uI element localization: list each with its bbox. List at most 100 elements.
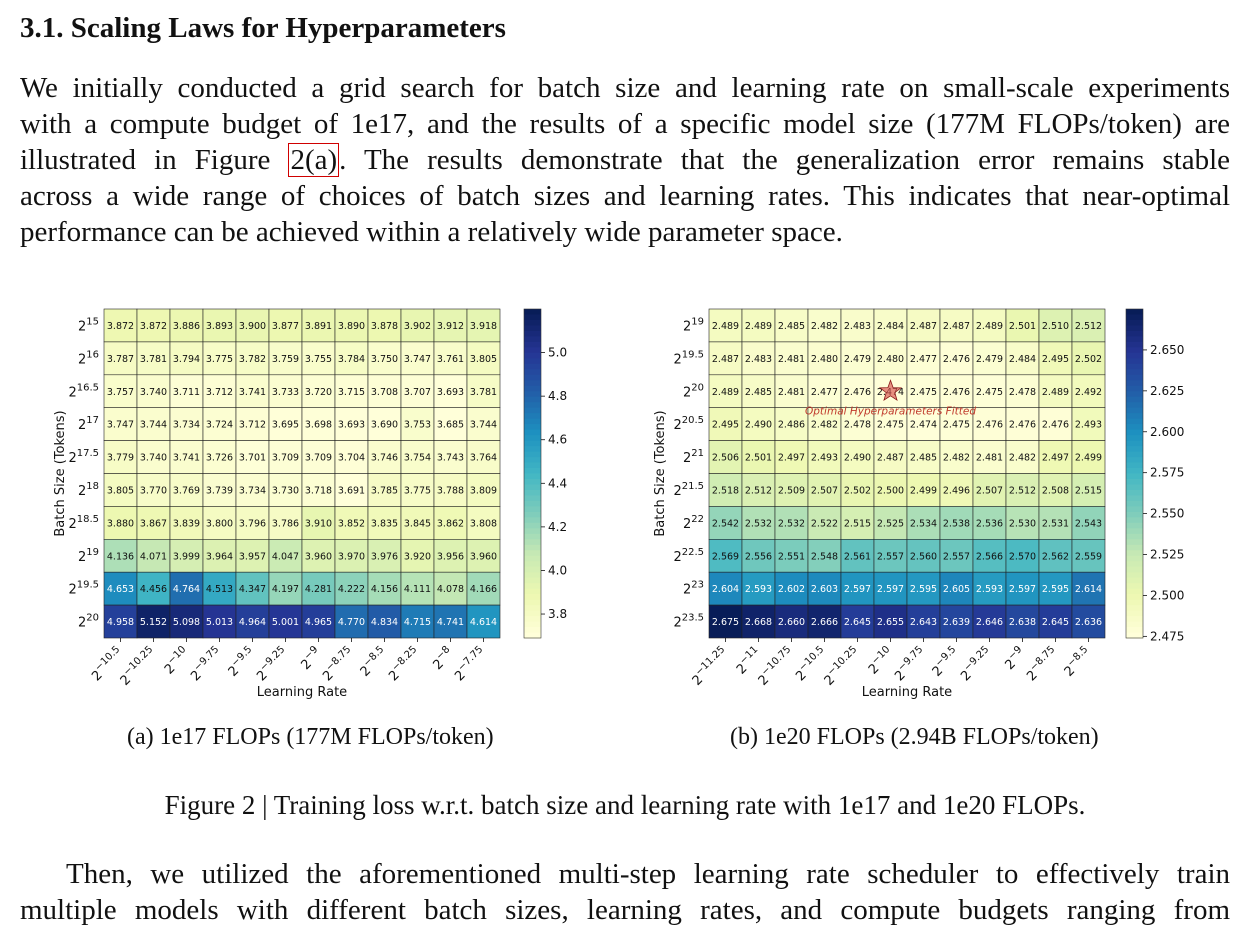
colorbar-segment [524,358,541,365]
colorbar-segment [524,413,541,420]
colorbar-tick-label: 2.650 [1150,343,1184,357]
cell-value: 3.744 [470,420,497,431]
colorbar-segment [524,374,541,381]
colorbar-segment [524,583,541,590]
cell-value: 3.757 [107,387,134,398]
colorbar-segment [524,599,541,606]
heatmap-cell [301,604,336,639]
heatmap-cell [169,374,204,409]
colorbar-segment [524,402,541,409]
cell-value: 4.834 [371,617,398,628]
cell-value: 2.475 [877,420,904,431]
heatmap-cell [708,374,743,409]
cell-value: 2.512 [745,485,772,496]
heatmap-cell [1005,571,1040,606]
heatmap-cell [103,539,138,573]
colorbar-segment [1126,407,1143,414]
cell-value: 2.593 [745,584,772,595]
colorbar-segment [1126,605,1143,612]
heatmap-cell [202,604,237,639]
heatmap-cell [400,539,435,573]
colorbar-segment [1126,374,1143,381]
cell-value: 2.509 [778,485,805,496]
cell-value: 3.872 [140,321,167,332]
heatmap-cell [433,571,468,606]
cell-value: 3.912 [437,321,464,332]
cell-value: 3.741 [173,453,200,464]
y-tick-label: 220 [683,382,704,400]
cell-value: 2.501 [1009,321,1036,332]
cell-value: 2.502 [1075,354,1102,365]
cell-value: 2.515 [1075,485,1102,496]
cell-value: 3.808 [470,518,497,529]
colorbar-segment [1126,336,1143,343]
colorbar-segment [524,380,541,387]
colorbar-segment [524,468,541,475]
colorbar-segment [524,440,541,447]
cell-value: 3.698 [305,420,332,431]
x-tick-label: 2−8.75 [1022,644,1062,684]
cell-value: 3.782 [239,354,266,365]
heatmap-cell [136,506,171,540]
cell-value: 4.078 [437,584,464,595]
y-tick-label: 216.5 [68,382,99,400]
heatmap-cell [873,341,908,376]
cell-value: 3.747 [404,354,431,365]
cell-value: 4.741 [437,617,464,628]
cell-value: 2.481 [778,387,805,398]
cell-value: 3.839 [173,518,200,529]
heatmap-cell [268,308,303,343]
heatmap-cell [433,604,468,639]
colorbar-segment [1126,347,1143,354]
heatmap-cell [466,374,501,409]
colorbar-segment [1126,500,1143,507]
heatmap-cell [807,571,842,606]
cell-value: 2.530 [1009,518,1036,529]
cell-value: 3.739 [206,485,233,496]
colorbar-segment [1126,429,1143,436]
cell-value: 2.475 [943,420,970,431]
subcaption-a: (a) 1e17 FLOPs (177M FLOPs/token) [127,724,494,750]
cell-value: 3.902 [404,321,431,332]
colorbar-segment [524,616,541,623]
colorbar-segment [524,478,541,486]
heatmap-cell [367,341,402,376]
cell-value: 3.890 [338,321,365,332]
heatmap-cell [235,440,270,474]
heatmap-cell [334,440,369,474]
colorbar-segment [524,610,541,617]
cell-value: 2.487 [712,354,739,365]
cell-value: 2.480 [877,354,904,365]
colorbar-segment [1126,358,1143,365]
colorbar-segment [524,407,541,414]
colorbar-segment [1126,555,1143,562]
heatmap-cell [807,506,842,540]
heatmap-cell [301,571,336,606]
colorbar-segment [1126,446,1143,453]
x-tick-label: 2−9 [1000,644,1029,673]
figure-2a-link[interactable]: 2(a) [288,143,340,177]
intro-line: performance can be achieved within a rel… [20,216,843,248]
heatmap-cell [202,506,237,540]
cell-value: 5.013 [206,617,233,628]
cell-value: 3.781 [470,387,497,398]
heatmap-cell [906,473,941,507]
colorbar-segment [524,539,541,546]
colorbar-tick-label: 4.2 [548,520,567,534]
heatmap-cell [939,604,974,639]
colorbar-segment [524,446,541,453]
heatmap-cell [367,571,402,606]
heatmap-cell [334,341,369,376]
cell-value: 3.709 [272,453,299,464]
colorbar-segment [1126,610,1143,617]
heatmap-cell [334,308,369,343]
cell-value: 3.787 [107,354,134,365]
colorbar-segment [1126,369,1143,376]
cell-value: 4.614 [470,617,497,628]
cell-value: 2.489 [712,321,739,332]
heatmap-cell [708,473,743,507]
colorbar-segment [1126,478,1143,486]
cell-value: 3.709 [305,453,332,464]
cell-value: 2.476 [976,420,1003,431]
cell-value: 3.712 [206,387,233,398]
